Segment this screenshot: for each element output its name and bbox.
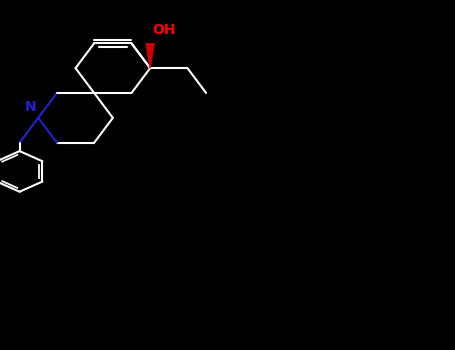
Text: OH: OH bbox=[152, 23, 176, 37]
Polygon shape bbox=[146, 44, 154, 68]
Text: N: N bbox=[24, 100, 36, 114]
